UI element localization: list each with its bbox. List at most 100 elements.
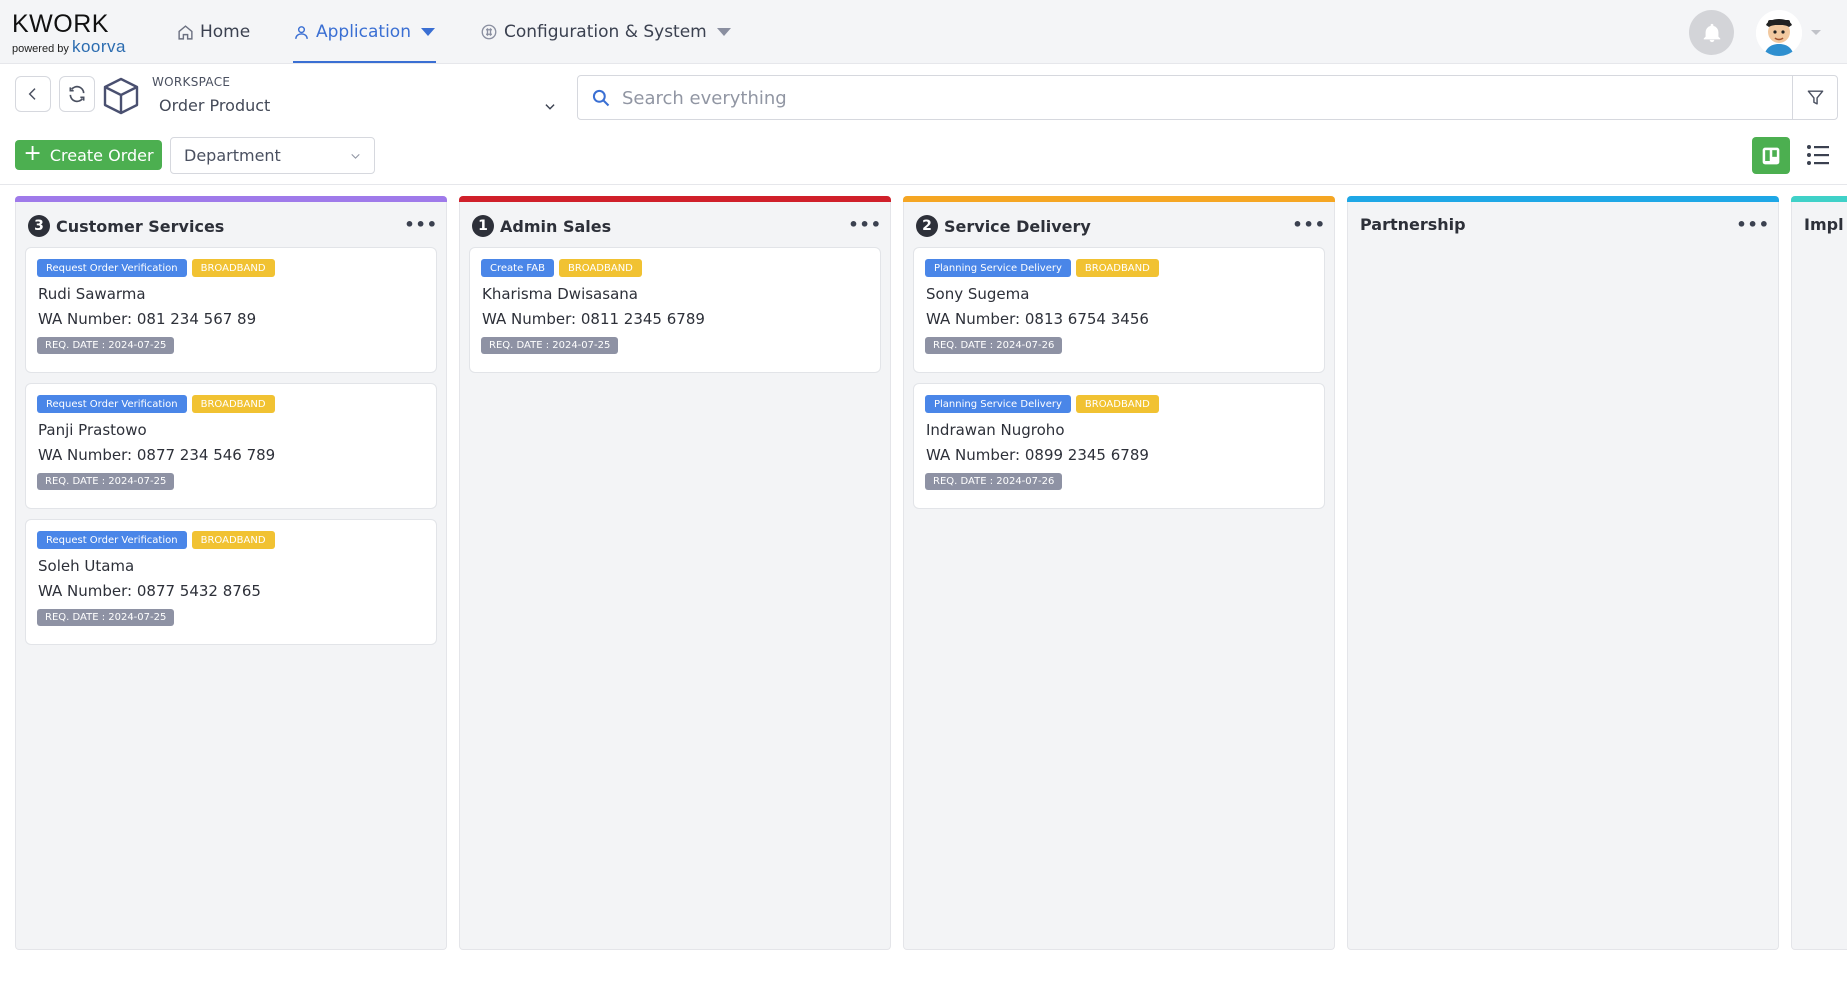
nav-home[interactable]: Home (177, 20, 250, 44)
board-view-button[interactable] (1752, 137, 1790, 174)
nav-configuration[interactable]: Configuration & System (480, 20, 731, 44)
column-count-badge: 1 (472, 215, 494, 237)
status-tag: Request Order Verification (37, 395, 187, 413)
request-date-badge: REQ. DATE : 2024-07-25 (37, 473, 175, 490)
category-tag: BROADBAND (191, 395, 275, 413)
category-tag: BROADBAND (1075, 259, 1159, 277)
search-bar: Search everything (577, 75, 1838, 120)
column-title: Admin Sales (500, 216, 612, 236)
category-tag: BROADBAND (1075, 395, 1159, 413)
card-tags: Request Order Verification BROADBAND (37, 259, 275, 277)
kwork-logo[interactable]: KWORK powered by koorva (12, 12, 147, 57)
category-tag: BROADBAND (558, 259, 642, 277)
wa-number: WA Number: 0877 234 546 789 (38, 446, 276, 464)
customer-name: Rudi Sawarma (38, 285, 146, 303)
user-avatar[interactable] (1756, 10, 1802, 56)
request-date-badge: REQ. DATE : 2024-07-25 (37, 337, 175, 354)
order-card[interactable]: Planning Service Delivery BROADBAND Sony… (913, 247, 1325, 373)
filter-button[interactable] (1792, 76, 1837, 119)
nav-configuration-label: Configuration & System (504, 22, 707, 42)
wa-number: WA Number: 0877 5432 8765 (38, 582, 261, 600)
chevron-down-icon (351, 153, 360, 159)
column-title: Service Delivery (944, 216, 1091, 236)
column-color-bar (1791, 196, 1847, 202)
kanban-board: 3 Customer Services ••• Request Order Ve… (15, 196, 1847, 950)
column-title: Customer Services (56, 216, 225, 236)
status-tag: Request Order Verification (37, 531, 187, 549)
column-color-bar (903, 196, 1335, 202)
nav-home-label: Home (200, 22, 251, 42)
user-icon (295, 25, 308, 39)
column-color-bar (459, 196, 891, 202)
filter-icon (1807, 90, 1823, 105)
request-date-badge: REQ. DATE : 2024-07-26 (925, 473, 1063, 490)
bell-icon (1703, 23, 1720, 42)
more-options-icon[interactable]: ••• (1736, 215, 1770, 234)
wa-number: WA Number: 0813 6754 3456 (926, 310, 1149, 328)
order-card[interactable]: Planning Service Delivery BROADBAND Indr… (913, 383, 1325, 509)
customer-name: Sony Sugema (926, 285, 1030, 303)
request-date-badge: REQ. DATE : 2024-07-26 (925, 337, 1063, 354)
column-header: 2 Service Delivery (916, 215, 1091, 237)
powered-by-line: powered by koorva (12, 37, 147, 57)
order-card[interactable]: Create FAB BROADBAND Kharisma Dwisasana … (469, 247, 881, 373)
column-customer-services: 3 Customer Services ••• Request Order Ve… (15, 196, 447, 950)
column-title: Partnership (1360, 215, 1466, 234)
avatar-chevron-down-icon[interactable] (1811, 30, 1821, 35)
refresh-button[interactable] (59, 76, 95, 112)
chevron-down-icon (716, 28, 731, 36)
order-card[interactable]: Request Order Verification BROADBAND Sol… (25, 519, 437, 645)
order-card[interactable]: Request Order Verification BROADBAND Pan… (25, 383, 437, 509)
card-tags: Planning Service Delivery BROADBAND (925, 259, 1159, 277)
department-select[interactable]: Department (170, 137, 375, 174)
status-tag: Create FAB (481, 259, 554, 277)
chevron-down-icon[interactable] (543, 100, 557, 114)
notifications-button[interactable] (1689, 10, 1734, 55)
column-count-badge: 3 (28, 215, 50, 237)
column-admin-sales: 1 Admin Sales ••• Create FAB BROADBAND K… (459, 196, 891, 950)
card-tags: Planning Service Delivery BROADBAND (925, 395, 1159, 413)
customer-name: Soleh Utama (38, 557, 135, 575)
nav-application-label: Application (316, 22, 411, 42)
wa-number: WA Number: 0811 2345 6789 (482, 310, 705, 328)
nav-application[interactable]: Application (293, 20, 435, 44)
status-tag: Planning Service Delivery (925, 395, 1071, 413)
customer-name: Kharisma Dwisasana (482, 285, 638, 303)
column-color-bar (1347, 196, 1779, 202)
order-card[interactable]: Request Order Verification BROADBAND Rud… (25, 247, 437, 373)
workspace-label: WORKSPACE (152, 75, 231, 89)
brand-name: KWORK (12, 10, 109, 38)
search-input[interactable]: Search everything (622, 88, 787, 109)
workspace-select[interactable]: Order Product (159, 96, 271, 115)
column-title: Impl (1804, 215, 1844, 234)
column-color-bar (15, 196, 447, 202)
wa-number: WA Number: 0899 2345 6789 (926, 446, 1149, 464)
card-tags: Create FAB BROADBAND (481, 259, 642, 277)
chevron-down-icon (421, 28, 435, 36)
more-options-icon[interactable]: ••• (848, 215, 882, 234)
avatar-illustration (1756, 10, 1802, 56)
create-order-button[interactable]: + Create Order (15, 140, 162, 170)
column-count-badge: 2 (916, 215, 938, 237)
customer-name: Indrawan Nugroho (926, 421, 1065, 439)
customer-name: Panji Prastowo (38, 421, 147, 439)
status-tag: Planning Service Delivery (925, 259, 1071, 277)
wa-number: WA Number: 081 234 567 89 (38, 310, 257, 328)
category-tag: BROADBAND (191, 259, 275, 277)
plus-icon: + (23, 141, 42, 166)
more-options-icon[interactable]: ••• (1292, 215, 1326, 234)
settings-badge-icon (481, 24, 497, 40)
card-tags: Request Order Verification BROADBAND (37, 531, 275, 549)
column-header: Impl (1804, 215, 1844, 234)
status-tag: Request Order Verification (37, 259, 187, 277)
more-options-icon[interactable]: ••• (404, 215, 438, 234)
list-view-icon[interactable] (1806, 142, 1830, 168)
request-date-badge: REQ. DATE : 2024-07-25 (37, 609, 175, 626)
column-partnership: Partnership ••• (1347, 196, 1779, 950)
request-date-badge: REQ. DATE : 2024-07-25 (481, 337, 619, 354)
column-service-delivery: 2 Service Delivery ••• Planning Service … (903, 196, 1335, 950)
column-impl: Impl (1791, 196, 1847, 950)
toolbar-divider (0, 184, 1847, 185)
create-order-label: Create Order (49, 145, 154, 165)
back-button[interactable] (15, 76, 51, 112)
